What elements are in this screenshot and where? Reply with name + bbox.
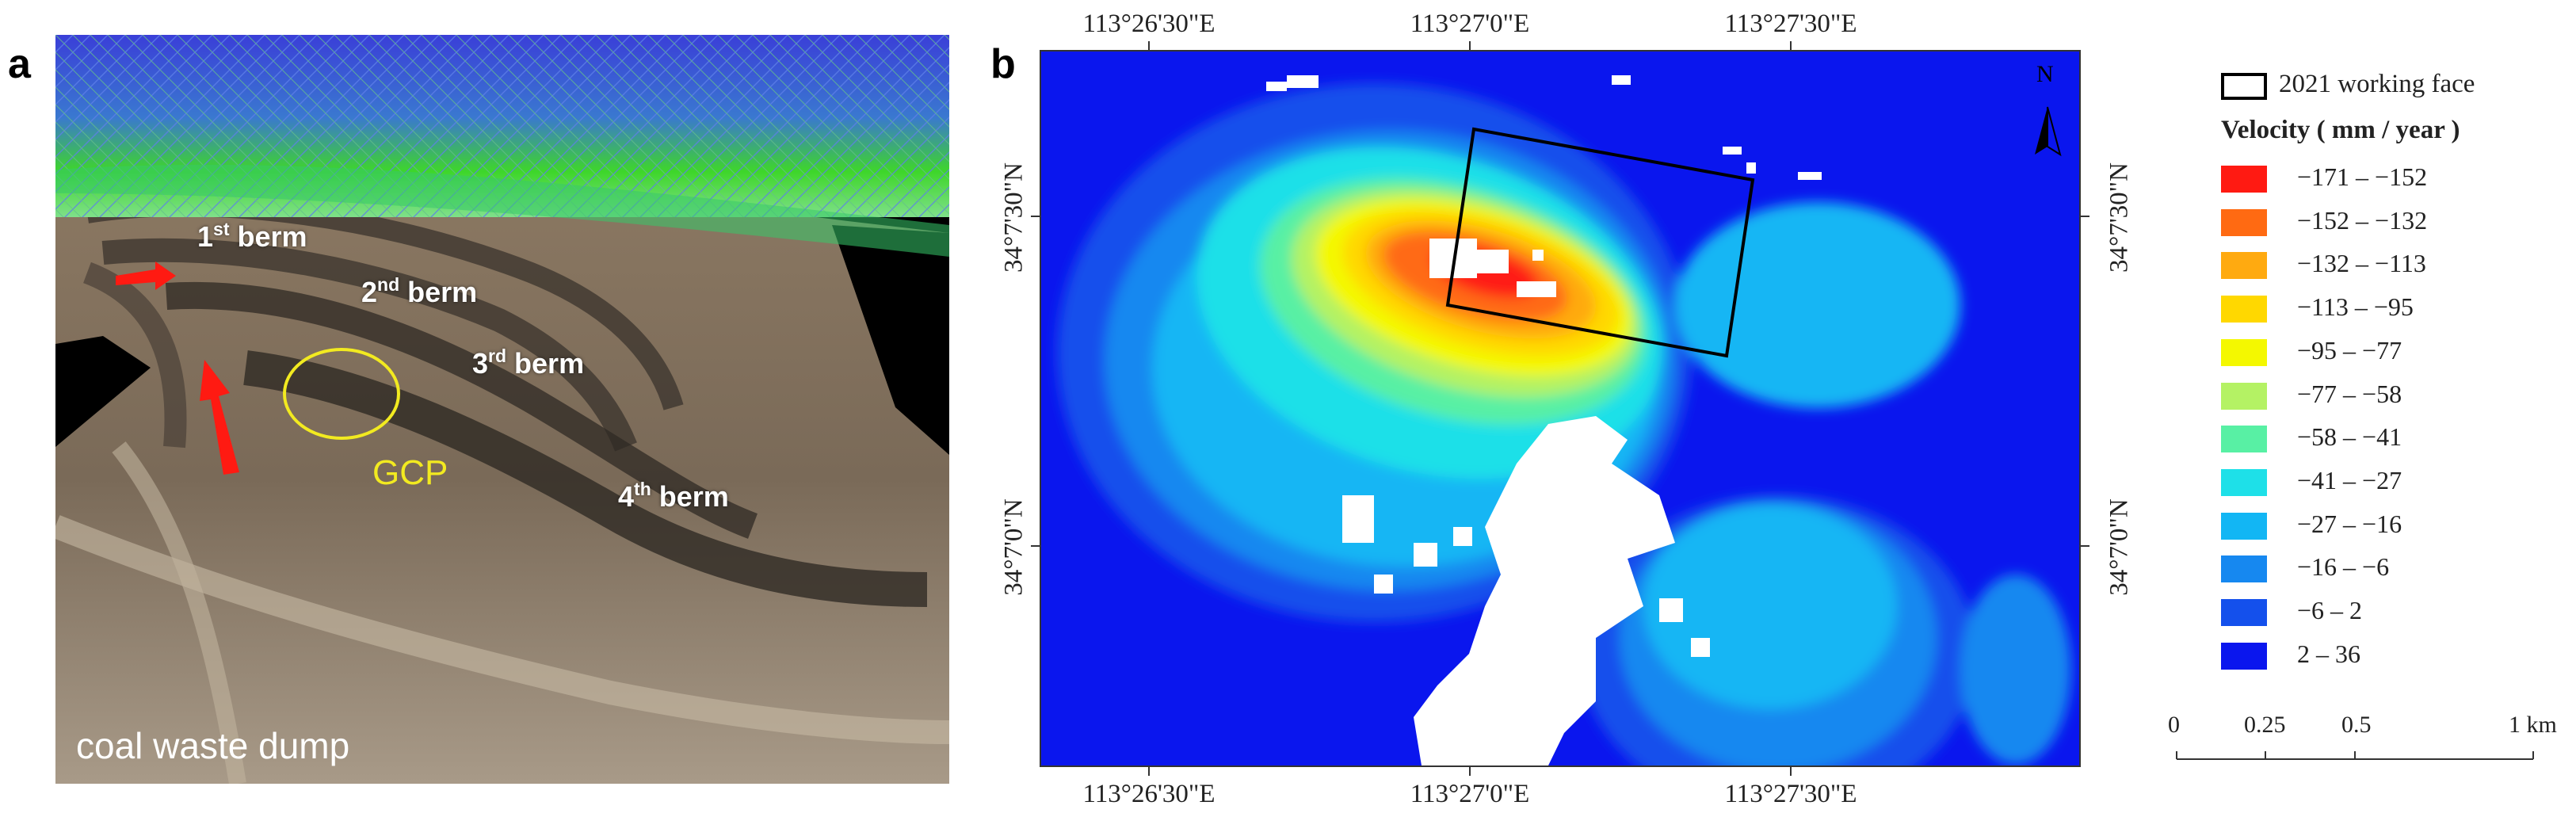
legend-swatch xyxy=(2221,338,2267,366)
working-face-label: 2021 working face xyxy=(2279,70,2475,98)
tick xyxy=(1031,216,1040,217)
legend-label: −171 – −152 xyxy=(2297,162,2428,191)
legend-swatch xyxy=(2221,166,2267,193)
velocity-title: Velocity ( mm / year ) xyxy=(2221,116,2460,144)
working-face-outline xyxy=(1445,127,1755,358)
lon-label-top-1: 113°26'30"E xyxy=(1082,10,1215,38)
legend-label: −95 – −77 xyxy=(2297,335,2402,365)
berm-label-3: 3rd berm xyxy=(472,346,585,380)
gcp-circle xyxy=(283,348,400,440)
drone-photo-illustration xyxy=(55,35,949,784)
lat-label-left-1: 34°7'30"N xyxy=(999,162,1028,273)
lat-label-right-2: 34°7'0"N xyxy=(2105,498,2134,596)
scale-label-025: 0.25 xyxy=(2244,712,2286,738)
velocity-map: N xyxy=(1040,50,2081,767)
legend-label: −16 – −6 xyxy=(2297,552,2390,582)
legend-swatch xyxy=(2221,599,2267,626)
legend-swatch xyxy=(2221,208,2267,236)
legend-swatch xyxy=(2221,468,2267,496)
tick xyxy=(1031,545,1040,547)
coal-waste-dump-label: coal waste dump xyxy=(76,725,350,766)
scale-label-1km: 1 km xyxy=(2509,712,2557,738)
legend-label: −113 – −95 xyxy=(2297,292,2414,322)
tick xyxy=(1790,41,1792,50)
panel-letter-b: b xyxy=(990,41,1016,87)
legend-label: −6 – 2 xyxy=(2297,596,2363,624)
legend-swatch xyxy=(2221,252,2267,280)
tick xyxy=(1469,41,1471,50)
scale-label-05: 0.5 xyxy=(2341,712,2372,738)
gcp-label: GCP xyxy=(372,453,448,492)
lon-label-bottom-3: 113°27'30"E xyxy=(1724,780,1857,808)
working-face-swatch xyxy=(2221,73,2267,100)
panel-letter-a: a xyxy=(8,41,31,87)
legend-swatch xyxy=(2221,382,2267,410)
legend-label: −152 – −132 xyxy=(2297,205,2428,235)
lat-label-left-2: 34°7'0"N xyxy=(999,498,1028,596)
legend-label: 2 – 36 xyxy=(2297,639,2360,668)
lon-label-top-2: 113°27'0"E xyxy=(1410,10,1530,38)
legend-swatch xyxy=(2221,426,2267,453)
tick xyxy=(1148,41,1150,50)
north-label: N xyxy=(2036,61,2054,87)
lon-label-bottom-2: 113°27'0"E xyxy=(1410,780,1530,808)
north-arrow-icon xyxy=(2035,106,2062,157)
legend-label: −132 – −113 xyxy=(2297,249,2426,278)
tick xyxy=(1469,767,1471,776)
legend-label: −27 – −16 xyxy=(2297,509,2402,538)
tick xyxy=(2081,545,2089,547)
tick xyxy=(1790,767,1792,776)
legend-swatch xyxy=(2221,555,2267,583)
tick xyxy=(1148,767,1150,776)
right-arrow-icon xyxy=(116,262,176,290)
legend-swatch xyxy=(2221,296,2267,323)
berm-label-4: 4th berm xyxy=(618,479,729,513)
scale-bar xyxy=(2176,751,2534,760)
legend-swatch xyxy=(2221,642,2267,670)
lon-label-top-3: 113°27'30"E xyxy=(1724,10,1857,38)
scale-label-0: 0 xyxy=(2168,712,2180,738)
legend-label: −58 – −41 xyxy=(2297,422,2402,452)
velocity-raster xyxy=(1041,52,2079,765)
legend-swatch xyxy=(2221,512,2267,540)
tick xyxy=(2081,216,2089,217)
berm-label-1: 1st berm xyxy=(197,219,307,253)
drone-photo: 1st berm 2nd berm 3rd berm 4th berm GCP … xyxy=(55,35,949,784)
lat-label-right-1: 34°7'30"N xyxy=(2105,162,2134,273)
legend-label: −77 – −58 xyxy=(2297,379,2402,408)
berm-label-2: 2nd berm xyxy=(361,274,478,308)
legend-label: −41 – −27 xyxy=(2297,465,2402,494)
up-arrow-icon xyxy=(200,360,239,475)
lon-label-bottom-1: 113°26'30"E xyxy=(1082,780,1215,808)
